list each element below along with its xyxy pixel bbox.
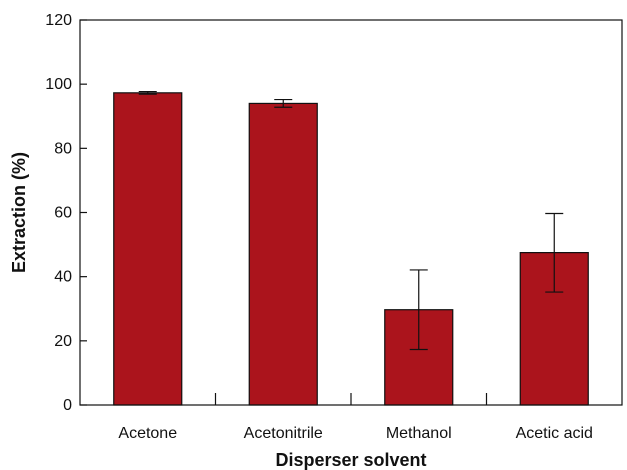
- x-axis-ticks: [214, 393, 488, 405]
- bars: [113, 92, 589, 406]
- y-tick-label: 120: [45, 12, 72, 29]
- y-tick-label: 60: [54, 205, 72, 222]
- category-label: Methanol: [386, 425, 452, 442]
- bar-acetone: [113, 92, 183, 406]
- category-label: Acetic acid: [516, 425, 593, 442]
- y-tick-label: 80: [54, 140, 72, 157]
- y-tick-label: 40: [54, 269, 72, 286]
- y-tick-label: 100: [45, 76, 72, 93]
- y-axis-ticks: 0 20 40 60 80 100 120: [45, 12, 87, 414]
- y-tick-label: 20: [54, 333, 72, 350]
- error-bars: [138, 90, 564, 351]
- y-axis-title: Extraction (%): [9, 152, 29, 273]
- x-axis-title: Disperser solvent: [275, 450, 426, 470]
- bar-acetonitrile: [248, 102, 318, 406]
- y-tick-label: 0: [63, 397, 72, 414]
- category-label: Acetonitrile: [244, 425, 323, 442]
- category-label: Acetone: [118, 425, 177, 442]
- plot-frame: [79, 19, 623, 406]
- category-labels: Acetone Acetonitrile Methanol Acetic acid: [118, 425, 593, 442]
